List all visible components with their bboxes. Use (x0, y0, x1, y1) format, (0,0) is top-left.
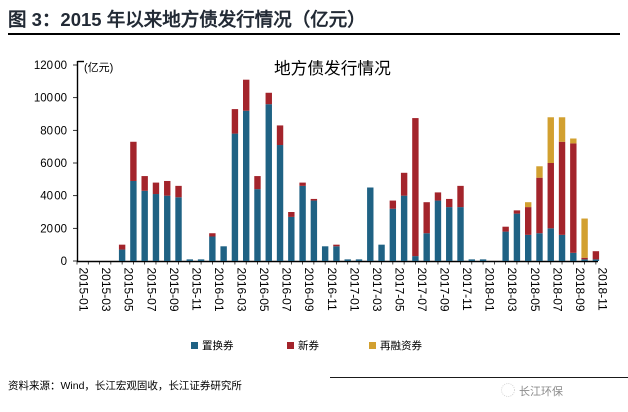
svg-text:2000: 2000 (40, 223, 67, 235)
svg-text:2015-11: 2015-11 (189, 268, 203, 311)
svg-text:2018-11: 2018-11 (595, 268, 609, 311)
svg-text:2015-01: 2015-01 (77, 268, 91, 312)
svg-text:2018-07: 2018-07 (550, 268, 564, 312)
svg-text:2015-05: 2015-05 (122, 268, 136, 312)
svg-text:2016-07: 2016-07 (280, 268, 294, 312)
svg-text:(亿元): (亿元) (84, 61, 113, 74)
svg-text:10000: 10000 (34, 93, 67, 105)
svg-text:2016-03: 2016-03 (235, 268, 249, 312)
svg-text:2016-01: 2016-01 (212, 268, 226, 312)
svg-text:6000: 6000 (40, 158, 67, 170)
svg-text:2016-11: 2016-11 (325, 268, 339, 311)
svg-text:2015-07: 2015-07 (144, 268, 158, 312)
svg-text:4000: 4000 (40, 191, 67, 203)
svg-text:12000: 12000 (34, 60, 67, 72)
svg-text:8000: 8000 (40, 125, 67, 137)
svg-text:2018-05: 2018-05 (528, 268, 542, 312)
svg-text:2016-09: 2016-09 (302, 268, 316, 312)
svg-text:2017-05: 2017-05 (392, 268, 406, 312)
svg-text:2015-03: 2015-03 (99, 268, 113, 312)
svg-text:长江环保: 长江环保 (519, 384, 563, 398)
svg-text:2016-05: 2016-05 (257, 268, 271, 312)
svg-text:2015-09: 2015-09 (167, 268, 181, 312)
svg-text:2018-01: 2018-01 (483, 268, 497, 312)
svg-text:2017-07: 2017-07 (415, 268, 429, 312)
svg-text:地方债发行情况: 地方债发行情况 (274, 59, 391, 78)
svg-text:2018-09: 2018-09 (573, 268, 587, 312)
svg-text:2017-03: 2017-03 (370, 268, 384, 312)
svg-text:2017-09: 2017-09 (438, 268, 452, 312)
svg-text:2018-03: 2018-03 (505, 268, 519, 312)
svg-text:2017-11: 2017-11 (460, 268, 474, 311)
svg-text:0: 0 (61, 256, 67, 268)
svg-text:2017-01: 2017-01 (347, 268, 361, 312)
